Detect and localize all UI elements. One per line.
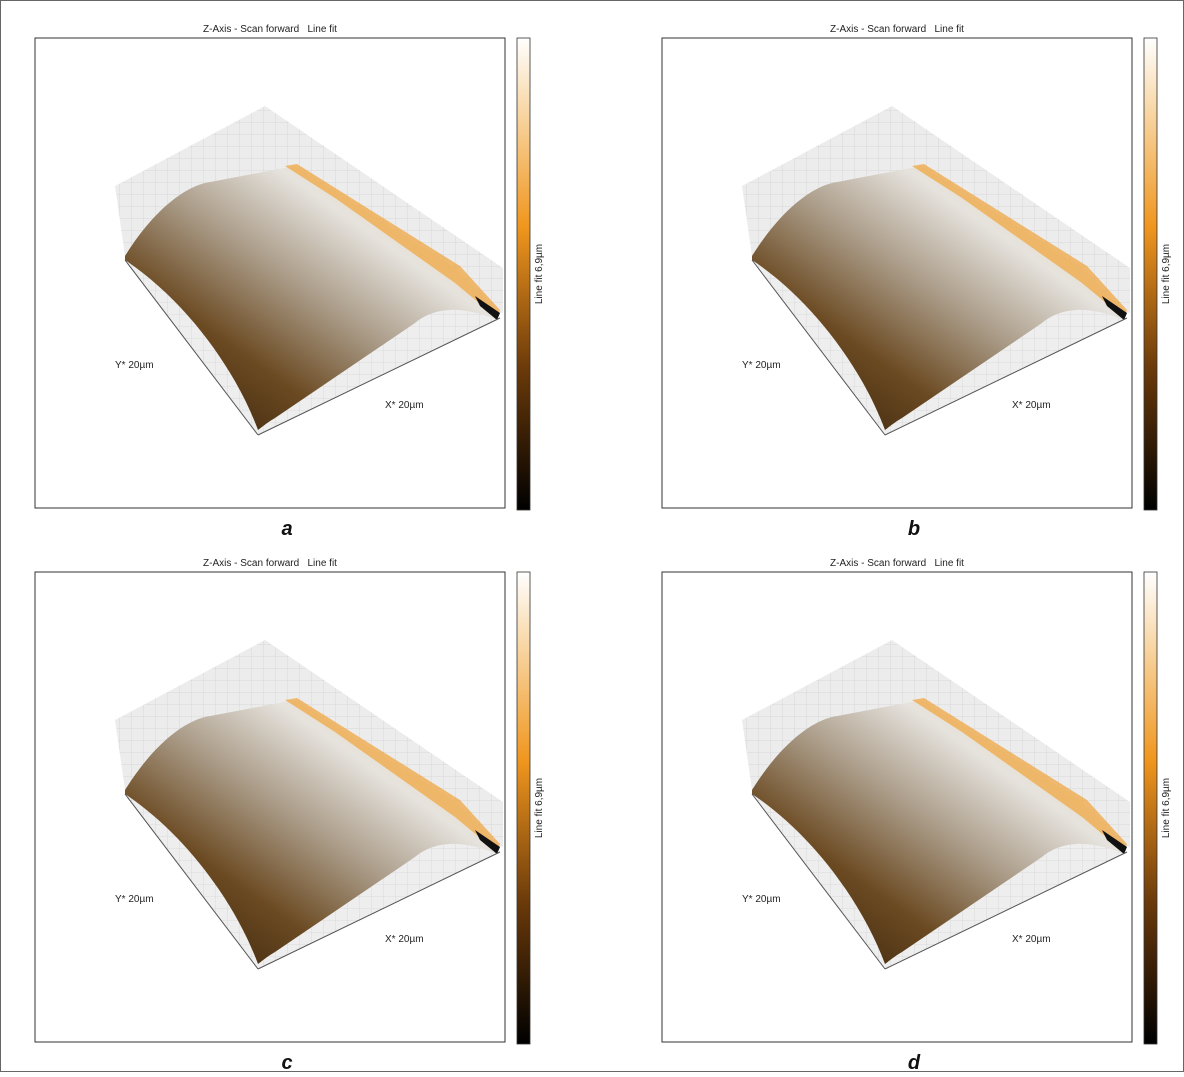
panel-title: Z-Axis - Scan forward Line fit bbox=[830, 24, 964, 35]
colorbar-label: Line fit 6,9µm bbox=[1161, 778, 1172, 838]
panel-title: Z-Axis - Scan forward Line fit bbox=[203, 24, 337, 35]
panel: Z-Axis - Scan forward Line fit Line fit 6… bbox=[35, 558, 545, 1072]
colorbar-label: Line fit 6,9µm bbox=[534, 778, 545, 838]
colorbar bbox=[1144, 572, 1157, 1044]
figure: Z-Axis - Scan forward Line fit Line fit 6… bbox=[0, 0, 1184, 1072]
panel-caption: c bbox=[281, 1052, 292, 1072]
x-axis-label: X* 20µm bbox=[1012, 400, 1051, 411]
panel-caption: a bbox=[281, 518, 292, 540]
x-axis-label: X* 20µm bbox=[1012, 934, 1051, 945]
x-axis-label: X* 20µm bbox=[385, 400, 424, 411]
panel: Z-Axis - Scan forward Line fit Line fit 6… bbox=[662, 558, 1172, 1072]
colorbar bbox=[517, 38, 530, 510]
surface-plot bbox=[662, 572, 1132, 1042]
colorbar bbox=[517, 572, 530, 1044]
colorbar bbox=[1144, 38, 1157, 510]
panel-title: Z-Axis - Scan forward Line fit bbox=[203, 558, 337, 569]
colorbar-label: Line fit 6,9µm bbox=[1161, 244, 1172, 304]
panel: Z-Axis - Scan forward Line fit Line fit 6… bbox=[662, 24, 1172, 540]
colorbar-label: Line fit 6,9µm bbox=[534, 244, 545, 304]
panel-caption: d bbox=[908, 1052, 921, 1072]
surface-plot bbox=[662, 38, 1132, 508]
panel: Z-Axis - Scan forward Line fit Line fit 6… bbox=[35, 24, 545, 540]
y-axis-label: Y* 20µm bbox=[742, 360, 781, 371]
x-axis-label: X* 20µm bbox=[385, 934, 424, 945]
surface-plot bbox=[35, 572, 505, 1042]
y-axis-label: Y* 20µm bbox=[742, 894, 781, 905]
y-axis-label: Y* 20µm bbox=[115, 360, 154, 371]
y-axis-label: Y* 20µm bbox=[115, 894, 154, 905]
panel-title: Z-Axis - Scan forward Line fit bbox=[830, 558, 964, 569]
surface-plot bbox=[35, 38, 505, 508]
panel-caption: b bbox=[908, 518, 920, 540]
